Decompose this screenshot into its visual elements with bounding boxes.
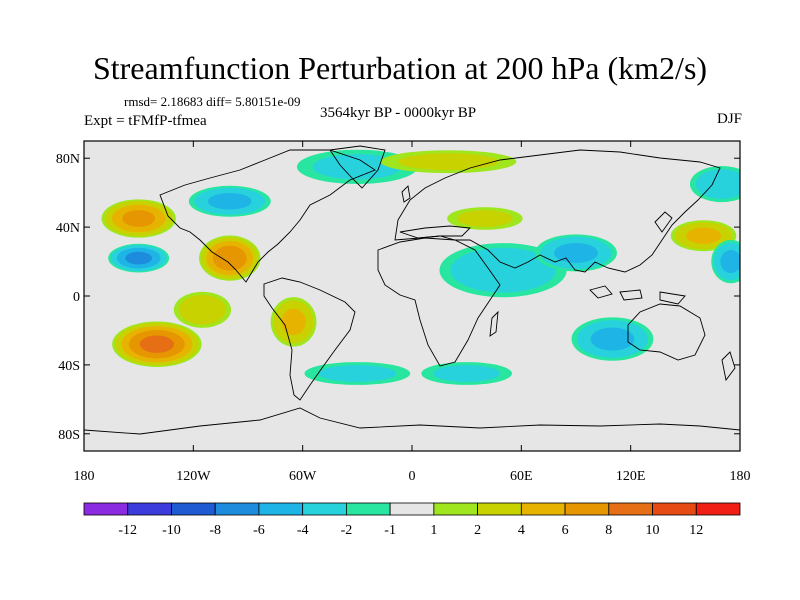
contour-band xyxy=(312,154,402,180)
anomaly-center xyxy=(571,317,654,361)
anomaly-center xyxy=(173,291,232,328)
lon-tick-label: 0 xyxy=(409,469,416,484)
coastline-eurasia xyxy=(394,149,721,273)
anomaly-center xyxy=(270,297,317,347)
anomaly-center xyxy=(447,207,523,230)
colorbar-label: 8 xyxy=(605,523,612,538)
contour-band xyxy=(686,227,722,244)
colorbar-swatch xyxy=(345,502,391,516)
contour-band xyxy=(122,210,156,227)
colorbar-label: -8 xyxy=(209,523,221,538)
colorbar-label: -1 xyxy=(384,523,396,538)
colorbar-swatch xyxy=(258,502,304,516)
lon-tick-label: 60W xyxy=(289,469,317,484)
colorbar-swatch xyxy=(564,502,610,516)
stats-line: rmsd= 2.18683 diff= 5.80151e-09 xyxy=(124,94,301,109)
coastline-japan xyxy=(654,211,673,233)
colorbar-swatch xyxy=(652,502,697,516)
anomaly-center xyxy=(380,150,517,174)
contour-band xyxy=(398,153,499,171)
coastline-british-isles xyxy=(401,185,411,203)
colorbar-swatch xyxy=(171,502,216,516)
colorbar-swatch xyxy=(520,502,566,516)
contour-band xyxy=(720,249,740,274)
anomaly-center xyxy=(439,243,567,298)
coastline-greenland xyxy=(329,145,386,189)
colorbar-label: -10 xyxy=(162,523,181,538)
colorbar-swatch xyxy=(608,502,653,516)
contour-band xyxy=(212,245,247,271)
colorbar-label: 6 xyxy=(562,523,569,538)
lon-tick-label: 60E xyxy=(510,469,533,484)
colorbar-label: -12 xyxy=(118,523,137,538)
coastline-madagascar xyxy=(489,310,499,337)
contour-band xyxy=(178,294,227,325)
contour-band xyxy=(450,247,556,293)
anomaly-center xyxy=(108,243,170,273)
colorbar-swatch xyxy=(302,502,347,516)
colorbar-label: 4 xyxy=(518,523,525,538)
colorbar-label: 1 xyxy=(430,523,437,538)
colorbar-label: -4 xyxy=(297,523,309,538)
colorbar-label: 10 xyxy=(646,523,660,538)
coastline-australia xyxy=(627,303,706,361)
colorbar-swatch xyxy=(389,502,435,516)
anomaly-center xyxy=(188,185,271,217)
anomaly-center xyxy=(304,362,411,385)
lat-tick-label: 40S xyxy=(58,359,80,374)
lon-tick-label: 120E xyxy=(616,469,646,484)
colorbar-swatch xyxy=(127,502,172,516)
anomaly-center xyxy=(101,199,176,238)
anomaly-center xyxy=(296,149,418,184)
contour-band xyxy=(695,169,740,200)
colorbar-label: 2 xyxy=(474,523,481,538)
colorbar-swatch xyxy=(433,502,479,516)
period-label: 3564kyr BP - 0000kyr BP xyxy=(320,105,477,121)
anomaly-center xyxy=(112,321,202,367)
contour-band xyxy=(207,193,252,210)
contour-band xyxy=(125,251,153,265)
contour-band xyxy=(281,308,306,336)
anomaly-center xyxy=(711,239,740,284)
coastline-south-america xyxy=(263,277,356,401)
coastline-mediterranean xyxy=(399,225,471,239)
experiment-label: Expt = tFMfP-tfmea xyxy=(84,113,207,129)
coastline-new-zealand xyxy=(721,351,736,382)
contour-band xyxy=(456,210,513,227)
colorbar-swatch xyxy=(214,502,260,516)
season-label: DJF xyxy=(716,111,742,127)
map-axes: 80N 40N 0 40S 80S 180 120W 60W 0 60E 120E 180 xyxy=(56,141,751,484)
plot-title: Streamfunction Perturbation at 200 hPa (… xyxy=(92,50,708,86)
contour-band xyxy=(433,365,501,382)
colorbar-label: -6 xyxy=(253,523,265,538)
coastline-antarctica xyxy=(84,407,740,435)
anomaly-center xyxy=(670,220,737,252)
colorbar-swatch xyxy=(83,502,129,516)
anomaly-center xyxy=(421,362,512,385)
anomaly-center xyxy=(689,166,740,203)
contour-band xyxy=(139,335,174,353)
contour-band xyxy=(318,365,397,382)
colorbar-swatch xyxy=(695,502,741,516)
contour-band xyxy=(590,327,635,351)
colorbar-swatch xyxy=(477,502,522,516)
colorbar: -12 -10 -8 -6 -4 -2 -1 1 2 4 6 8 10 12 xyxy=(83,502,741,538)
lat-tick-label: 80N xyxy=(56,152,80,167)
anomaly-center xyxy=(199,235,261,281)
colorbar-label: 12 xyxy=(689,523,703,538)
lon-tick-label: 120W xyxy=(176,469,211,484)
coastline-layer xyxy=(84,145,740,435)
coastline-north-america xyxy=(159,149,376,283)
lat-tick-label: 0 xyxy=(73,290,80,305)
lon-tick-label: 180 xyxy=(730,469,751,484)
colorbar-label: -2 xyxy=(341,523,353,538)
lat-tick-label: 40N xyxy=(56,221,80,236)
field-layer xyxy=(101,149,740,385)
lat-tick-label: 80S xyxy=(58,428,80,443)
anomaly-center xyxy=(535,234,617,272)
lon-tick-label: 180 xyxy=(74,469,95,484)
coastline-indonesia xyxy=(589,285,686,305)
